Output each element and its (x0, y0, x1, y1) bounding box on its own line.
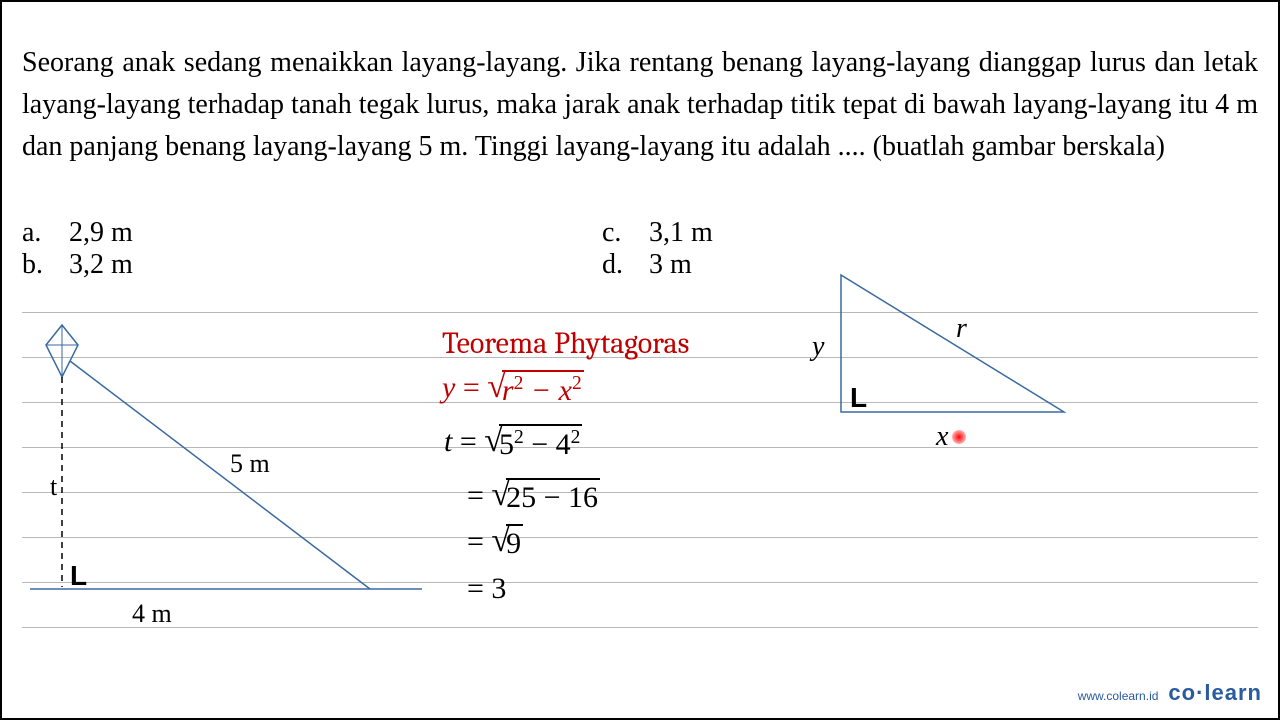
option-b-label: b. (22, 249, 62, 281)
option-b-text: 3,2 m (69, 249, 133, 280)
question-text: Seorang anak sedang menaikkan layang-lay… (22, 42, 1258, 168)
step-3: = √ 9 (467, 524, 523, 562)
svg-text:L: L (70, 560, 87, 591)
brand-url: www.colearn.id (1078, 689, 1159, 703)
option-a-label: a. (22, 217, 62, 249)
option-d-label: d. (602, 249, 642, 281)
option-b: b. 3,2 m (22, 249, 602, 281)
branding: www.colearn.id co·learn (1078, 680, 1262, 706)
label-y: y (809, 331, 825, 362)
step4-eq: = (467, 572, 484, 605)
formula-eq: = (463, 371, 480, 404)
step4-val: 3 (491, 572, 506, 605)
option-d: d. 3 m (602, 249, 692, 281)
right-triangle-diagram: L y r x (806, 267, 1076, 467)
label-r: r (956, 313, 967, 344)
option-a-text: 2,9 m (69, 217, 133, 248)
laser-pointer-icon (952, 430, 966, 444)
label-4m: 4 m (132, 599, 172, 628)
answer-options: a. 2,9 m c. 3,1 m b. 3,2 m d. 3 m (22, 217, 713, 281)
kite-diagram: L t 5 m 4 m (30, 317, 430, 637)
theorem-title: Teorema Phytagoras (442, 326, 689, 361)
option-c-label: c. (602, 217, 642, 249)
step-4: = 3 (467, 572, 506, 606)
step1-lhs: t (444, 425, 452, 458)
label-5m: 5 m (230, 449, 270, 478)
option-d-text: 3 m (649, 249, 692, 280)
brand-logo: co·learn (1168, 680, 1262, 706)
option-c-text: 3,1 m (649, 217, 713, 248)
theorem-formula: y = √ r2 − x2 (442, 370, 584, 409)
step-1: t = √ 52 − 42 (444, 424, 582, 463)
label-t: t (50, 472, 58, 501)
option-a: a. 2,9 m (22, 217, 602, 249)
formula-y: y (442, 371, 455, 404)
step-2: = √ 25 − 16 (467, 478, 600, 516)
svg-text:L: L (850, 382, 867, 413)
label-x: x (935, 421, 949, 452)
option-c: c. 3,1 m (602, 217, 713, 249)
